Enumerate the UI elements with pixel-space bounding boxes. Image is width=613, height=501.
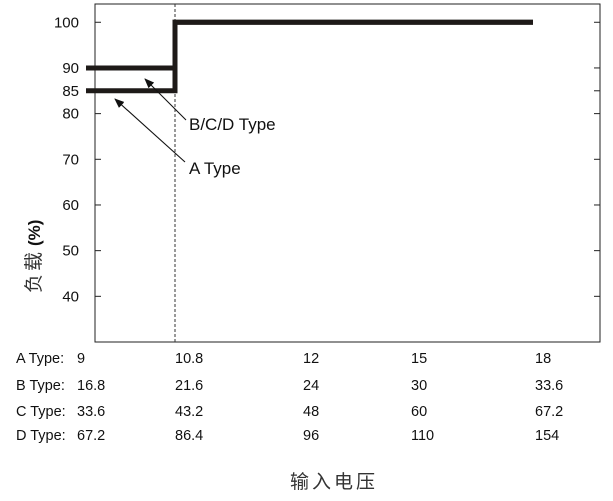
y-tick-label-85: 85 xyxy=(62,83,79,100)
annotation-label-b-c-d-type: B/C/D Type xyxy=(189,115,276,134)
annotation-arrow-a-type xyxy=(114,98,186,163)
y-tick-label-100: 100 xyxy=(54,14,79,31)
table-cell-b-type-4: 33.6 xyxy=(535,378,563,394)
x-axis-label: 输入电压 xyxy=(290,471,378,493)
y-tick-label-40: 40 xyxy=(62,288,79,305)
table-cell-d-type-4: 154 xyxy=(535,428,559,444)
series-line-a-type xyxy=(86,19,533,94)
table-cell-d-type-2: 96 xyxy=(303,428,319,444)
table-cell-d-type-0: 67.2 xyxy=(77,428,105,444)
y-tick-label-90: 90 xyxy=(62,60,79,77)
y-axis-label-cjk: 负载 xyxy=(23,249,45,293)
y-tick-label-60: 60 xyxy=(62,197,79,214)
table-cell-a-type-3: 15 xyxy=(411,351,427,367)
table-cell-b-type-0: 16.8 xyxy=(77,378,105,394)
table-row-label-c-type: C Type: xyxy=(16,404,66,420)
table-cell-d-type-3: 110 xyxy=(411,428,434,444)
table-row-label-b-type: B Type: xyxy=(16,378,65,394)
table-cell-c-type-0: 33.6 xyxy=(77,404,105,420)
y-tick-label-50: 50 xyxy=(62,243,79,260)
table-cell-d-type-1: 86.4 xyxy=(175,428,203,444)
table-cell-b-type-2: 24 xyxy=(303,378,319,394)
y-axis-label-unit: (%) xyxy=(25,220,44,246)
y-tick-label-80: 80 xyxy=(62,106,79,123)
table-row-label-a-type: A Type: xyxy=(16,351,64,367)
table-cell-a-type-2: 12 xyxy=(303,351,319,367)
table-cell-b-type-3: 30 xyxy=(411,378,427,394)
y-tick-label-70: 70 xyxy=(62,151,79,168)
series-line-b-c-d-type xyxy=(86,19,533,71)
table-cell-a-type-1: 10.8 xyxy=(175,351,203,367)
table-row-label-d-type: D Type: xyxy=(16,428,66,444)
annotation-arrow-b-c-d-type xyxy=(144,78,187,121)
plot-frame xyxy=(94,3,601,343)
table-cell-c-type-3: 60 xyxy=(411,404,427,420)
table-cell-a-type-4: 18 xyxy=(535,351,551,367)
table-cell-c-type-2: 48 xyxy=(303,404,319,420)
annotation-label-a-type: A Type xyxy=(189,159,241,178)
table-cell-c-type-1: 43.2 xyxy=(175,404,203,420)
table-cell-c-type-4: 67.2 xyxy=(535,404,563,420)
table-cell-b-type-1: 21.6 xyxy=(175,378,203,394)
table-cell-a-type-0: 9 xyxy=(77,351,85,367)
